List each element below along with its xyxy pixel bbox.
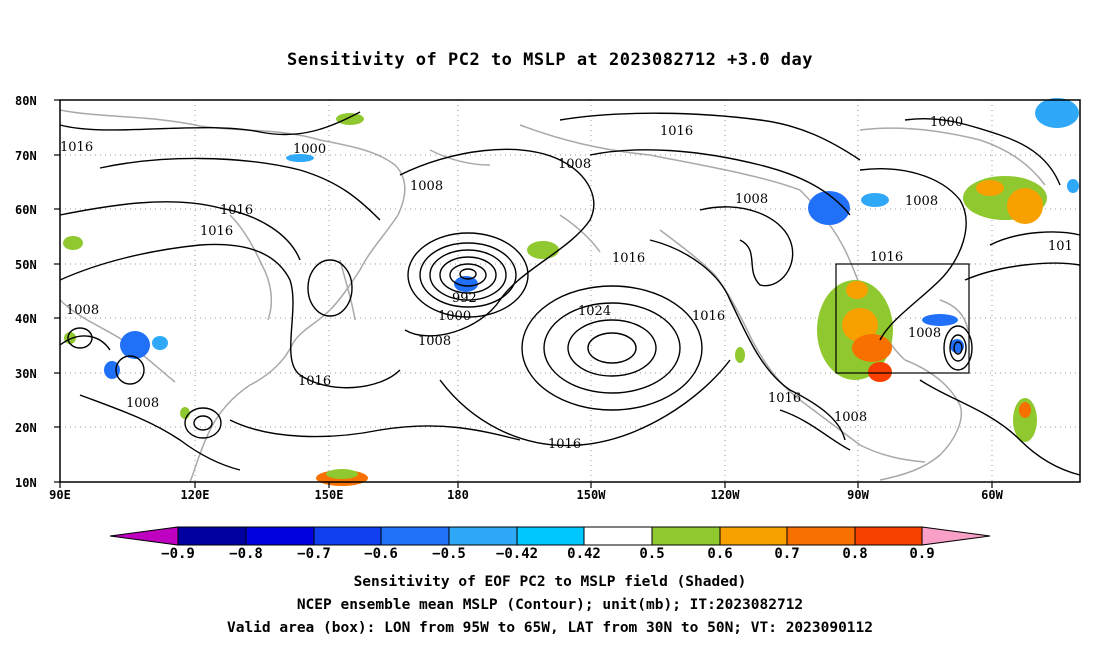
contour-label: 1008 [558, 157, 591, 172]
valid-area-box [835, 263, 970, 374]
contour-label: 1008 [834, 410, 867, 425]
lat-label: 60N [15, 203, 37, 217]
lon-label: 150E [315, 488, 344, 502]
contour-label: 1008 [908, 326, 941, 341]
map-border [59, 99, 1081, 483]
longitude-labels: 90E 120E 150E 180 150W 120W 90W 60W [49, 488, 1003, 502]
contour-label: 101 [1048, 239, 1073, 254]
lon-label: 60W [981, 488, 1003, 502]
contour-label: 1008 [735, 192, 768, 207]
colorbar-swatch [177, 526, 247, 546]
contour-label: 1000 [438, 309, 471, 324]
contour-label: 1016 [612, 251, 645, 266]
contour-label: 1000 [930, 115, 963, 130]
colorbar-label: 0.9 [909, 546, 934, 562]
colorbar-label: −0.8 [229, 546, 263, 562]
colorbar-label: 0.8 [842, 546, 867, 562]
lat-label: 20N [15, 421, 37, 435]
contour-label: 1008 [905, 194, 938, 209]
mslp-contours [59, 111, 1081, 476]
contour-label: 1016 [660, 124, 693, 139]
contour-label: 1008 [410, 179, 443, 194]
contour-labels: 1016 1000 1016 1008 1000 1008 1008 1016 … [60, 115, 1073, 452]
colorbar-swatch [448, 526, 518, 546]
contour-label: 1016 [548, 437, 581, 452]
contour-label: 1008 [66, 303, 99, 318]
colorbar-swatch [651, 526, 721, 546]
contour-label: 1024 [578, 304, 611, 319]
latitude-labels: 80N 70N 60N 50N 40N 30N 20N 10N [15, 94, 37, 490]
caption-contour: NCEP ensemble mean MSLP (Contour); unit(… [296, 597, 804, 613]
contour-label: 1016 [298, 374, 331, 389]
colorbar-swatch [245, 526, 315, 546]
colorbar-swatch [854, 526, 923, 546]
colorbar-label: 0.42 [567, 546, 601, 562]
colorbar-swatch [786, 526, 856, 546]
colorbar [109, 526, 991, 546]
lat-label: 50N [15, 258, 37, 272]
contour-label: 1016 [768, 391, 801, 406]
lat-label: 30N [15, 367, 37, 381]
lon-label: 180 [447, 488, 469, 502]
lon-label: 90W [847, 488, 869, 502]
contour-label: 1016 [60, 140, 93, 155]
colorbar-swatch [380, 526, 450, 546]
lon-label: 120E [181, 488, 210, 502]
lon-label: 120W [711, 488, 741, 502]
caption-shading: Sensitivity of EOF PC2 to MSLP field (Sh… [353, 574, 747, 590]
map-area [60, 100, 1080, 482]
colorbar-label: −0.5 [432, 546, 466, 562]
colorbar-swatch [313, 526, 382, 546]
contour-label: 1008 [418, 334, 451, 349]
contour-label: 1016 [200, 224, 233, 239]
lat-label: 10N [15, 476, 37, 490]
colorbar-label: 0.6 [707, 546, 732, 562]
colorbar-swatch [583, 526, 653, 546]
colorbar-swatch [516, 526, 585, 546]
colorbar-label: −0.42 [496, 546, 538, 562]
colorbar-swatch [109, 526, 179, 546]
contour-label: 1016 [692, 309, 725, 324]
colorbar-label: −0.9 [161, 546, 195, 562]
contour-label: 1008 [126, 396, 159, 411]
axis-ticks [54, 99, 993, 488]
colorbar-swatch [921, 526, 991, 546]
contour-label: 1000 [293, 142, 326, 157]
colorbar-label: 0.7 [774, 546, 799, 562]
lat-label: 70N [15, 149, 37, 163]
colorbar-labels: −0.9 −0.8 −0.7 −0.6 −0.5 −0.42 0.42 0.5 … [161, 546, 935, 562]
colorbar-label: −0.7 [297, 546, 331, 562]
contour-label: 992 [452, 291, 477, 306]
lon-label: 90E [49, 488, 71, 502]
colorbar-label: 0.5 [639, 546, 664, 562]
chart-title: Sensitivity of PC2 to MSLP at 2023082712… [286, 50, 813, 70]
colorbar-swatch [719, 526, 788, 546]
colorbar-label: −0.6 [364, 546, 398, 562]
lat-label: 40N [15, 312, 37, 326]
contour-label: 1016 [220, 203, 253, 218]
lat-label: 80N [15, 94, 37, 108]
contour-label: 1016 [870, 250, 903, 265]
lon-label: 150W [577, 488, 607, 502]
caption-valid-area: Valid area (box): LON from 95W to 65W, L… [226, 620, 873, 636]
